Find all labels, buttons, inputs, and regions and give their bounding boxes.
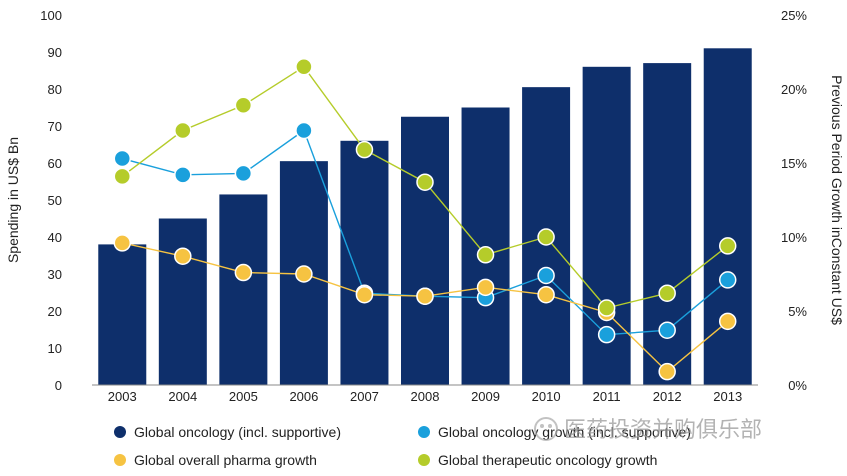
axes-layer: 2003 2004 2005 2006 2007 2008 2009 2010 2011 2012… <box>40 8 807 404</box>
y-left-tick-50: 50 <box>48 193 62 208</box>
y-left-tick-10: 10 <box>48 341 62 356</box>
bar-2007 <box>340 140 389 385</box>
x-tick-label-2005: 2005 <box>229 389 258 404</box>
x-tick-label-2006: 2006 <box>289 389 318 404</box>
watermark-icon <box>534 417 558 441</box>
point-therapeutic-growth-2010 <box>537 228 555 246</box>
legend-marker-therapeutic-growth <box>418 454 430 466</box>
legend-marker-pharma-growth <box>114 454 126 466</box>
x-tick-label-2004: 2004 <box>168 389 197 404</box>
point-oncology-growth-2006 <box>295 121 313 140</box>
y-right-tick-25pct: 25% <box>781 8 807 23</box>
point-pharma-growth-2008 <box>416 287 434 305</box>
point-pharma-growth-2012 <box>658 362 676 381</box>
point-therapeutic-growth-2012 <box>658 284 676 302</box>
y-right-tick-20pct: 20% <box>781 82 807 97</box>
point-therapeutic-growth-2009 <box>476 246 495 264</box>
point-therapeutic-growth-2006 <box>295 58 313 76</box>
point-oncology-growth-2003 <box>113 149 132 168</box>
legend: Global oncology (incl. supportive) Globa… <box>114 424 691 468</box>
x-tick-label-2013: 2013 <box>713 389 742 404</box>
bar-2005 <box>219 194 268 385</box>
y-left-tick-70: 70 <box>48 119 62 134</box>
watermark-icon-dot <box>540 424 544 428</box>
legend-label-oncology-growth: Global oncology growth (incl. supportive… <box>438 424 691 440</box>
y-left-tick-40: 40 <box>48 230 62 245</box>
bar-2003 <box>98 244 147 385</box>
legend-label-pharma-growth: Global overall pharma growth <box>134 452 317 468</box>
legend-marker-oncology-growth <box>418 426 430 438</box>
point-therapeutic-growth-2011 <box>597 299 616 317</box>
y-left-tick-80: 80 <box>48 82 62 97</box>
y-right-tick-15pct: 15% <box>781 156 807 171</box>
point-pharma-growth-2005 <box>234 263 253 282</box>
y-left-tick-90: 90 <box>48 45 62 60</box>
point-pharma-growth-2006 <box>295 265 313 283</box>
point-therapeutic-growth-2007 <box>355 140 374 159</box>
point-oncology-growth-2004 <box>174 166 192 184</box>
point-pharma-growth-2003 <box>113 234 132 252</box>
y-left-tick-30: 30 <box>48 267 62 282</box>
y-left-tick-100: 100 <box>40 8 62 23</box>
y-right-tick-5pct: 5% <box>788 304 807 319</box>
x-tick-label-2012: 2012 <box>653 389 682 404</box>
watermark: 医药投资并购俱乐部 <box>534 417 762 442</box>
point-oncology-growth-2013 <box>718 271 737 289</box>
x-tick-label-2008: 2008 <box>411 389 440 404</box>
watermark-text: 医药投资并购俱乐部 <box>564 417 762 442</box>
point-oncology-growth-2010 <box>537 266 555 285</box>
y-right-tick-0pct: 0% <box>788 378 807 393</box>
y-left-axis-title: Spending in US$ Bn <box>5 137 21 263</box>
point-oncology-growth-2011 <box>597 325 616 344</box>
x-tick-label-2003: 2003 <box>108 389 137 404</box>
legend-label-oncology-spending: Global oncology (incl. supportive) <box>134 424 341 440</box>
bar-2004 <box>158 218 207 385</box>
point-pharma-growth-2013 <box>718 312 737 331</box>
point-therapeutic-growth-2005 <box>234 96 253 115</box>
x-tick-label-2011: 2011 <box>593 389 621 404</box>
y-right-axis-title: Previous Period Growth inConstant US$ <box>829 75 845 325</box>
point-pharma-growth-2007 <box>355 285 374 304</box>
point-therapeutic-growth-2008 <box>416 173 434 191</box>
bar-2008 <box>401 116 449 385</box>
bars-layer <box>98 48 752 386</box>
y-left-tick-20: 20 <box>48 304 62 319</box>
y-right-tick-10pct: 10% <box>781 230 807 245</box>
lines-layer <box>113 58 737 381</box>
point-oncology-growth-2012 <box>658 321 676 339</box>
y-left-tick-60: 60 <box>48 156 62 171</box>
y-left-tick-0: 0 <box>55 378 62 393</box>
point-pharma-growth-2009 <box>476 278 495 297</box>
x-tick-label-2009: 2009 <box>471 389 500 404</box>
x-tick-label-2010: 2010 <box>532 389 561 404</box>
point-oncology-growth-2005 <box>234 164 253 183</box>
legend-marker-oncology-spending <box>114 426 126 438</box>
point-therapeutic-growth-2013 <box>718 237 737 255</box>
point-pharma-growth-2010 <box>537 285 555 304</box>
x-tick-label-2007: 2007 <box>350 389 379 404</box>
point-therapeutic-growth-2004 <box>174 121 192 140</box>
point-therapeutic-growth-2003 <box>113 167 132 186</box>
watermark-icon-dot-2 <box>548 424 552 428</box>
point-pharma-growth-2004 <box>174 247 192 265</box>
legend-label-therapeutic-growth: Global therapeutic oncology growth <box>438 452 657 468</box>
